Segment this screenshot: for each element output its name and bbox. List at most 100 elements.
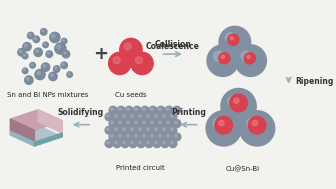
Circle shape <box>43 42 48 48</box>
Circle shape <box>141 133 149 141</box>
Circle shape <box>125 120 133 127</box>
Circle shape <box>23 53 28 59</box>
Circle shape <box>173 106 181 114</box>
Circle shape <box>123 115 125 117</box>
Circle shape <box>131 115 133 117</box>
Circle shape <box>139 141 141 144</box>
Circle shape <box>121 113 129 121</box>
Circle shape <box>57 45 60 49</box>
Circle shape <box>149 106 157 114</box>
Circle shape <box>153 126 161 134</box>
Circle shape <box>169 113 177 121</box>
Circle shape <box>129 113 137 121</box>
Text: Cu@Sn-Bi: Cu@Sn-Bi <box>225 166 259 172</box>
Circle shape <box>137 140 145 148</box>
Circle shape <box>213 51 223 61</box>
Circle shape <box>159 108 161 110</box>
Circle shape <box>125 106 133 114</box>
Circle shape <box>53 66 60 72</box>
Circle shape <box>146 128 149 130</box>
Circle shape <box>151 135 153 137</box>
Circle shape <box>247 118 258 129</box>
Circle shape <box>61 38 67 44</box>
Circle shape <box>46 51 52 57</box>
Circle shape <box>206 111 241 146</box>
Circle shape <box>127 135 129 137</box>
Circle shape <box>113 126 121 134</box>
Polygon shape <box>38 110 62 133</box>
Circle shape <box>109 133 117 141</box>
Circle shape <box>105 113 113 121</box>
Circle shape <box>31 64 33 65</box>
Circle shape <box>161 126 169 134</box>
Circle shape <box>117 120 125 127</box>
Circle shape <box>159 135 161 137</box>
Circle shape <box>143 121 145 124</box>
Circle shape <box>135 135 137 137</box>
Circle shape <box>35 69 45 80</box>
Circle shape <box>155 141 157 144</box>
Circle shape <box>25 44 27 47</box>
Text: Printing: Printing <box>171 108 206 117</box>
Circle shape <box>157 120 165 127</box>
Circle shape <box>163 128 165 130</box>
Circle shape <box>225 33 236 43</box>
Circle shape <box>62 63 64 65</box>
Circle shape <box>157 133 165 141</box>
Circle shape <box>141 120 149 127</box>
Circle shape <box>115 141 117 144</box>
Circle shape <box>139 128 141 130</box>
Circle shape <box>153 113 161 121</box>
Circle shape <box>143 108 145 110</box>
Text: Printed circuit: Printed circuit <box>116 166 165 171</box>
Circle shape <box>241 51 251 61</box>
Polygon shape <box>10 119 34 142</box>
Circle shape <box>111 108 113 110</box>
Circle shape <box>149 120 157 127</box>
Circle shape <box>26 78 29 80</box>
Circle shape <box>121 126 129 134</box>
Circle shape <box>137 126 145 134</box>
Circle shape <box>127 121 129 124</box>
Circle shape <box>19 50 22 52</box>
Circle shape <box>230 37 234 40</box>
Circle shape <box>173 120 181 127</box>
Circle shape <box>68 73 70 75</box>
Circle shape <box>23 68 28 74</box>
Circle shape <box>155 128 157 130</box>
Circle shape <box>219 26 251 58</box>
Text: Collision: Collision <box>154 40 191 49</box>
Polygon shape <box>10 125 62 146</box>
Circle shape <box>159 121 161 124</box>
Circle shape <box>55 67 57 69</box>
Circle shape <box>244 53 255 64</box>
Circle shape <box>133 133 141 141</box>
Circle shape <box>230 94 247 112</box>
Circle shape <box>117 133 125 141</box>
Circle shape <box>163 141 165 144</box>
Circle shape <box>62 40 64 41</box>
Text: Ripening: Ripening <box>295 77 334 86</box>
Circle shape <box>161 140 169 148</box>
Circle shape <box>107 128 109 130</box>
Circle shape <box>24 69 25 71</box>
Circle shape <box>145 113 153 121</box>
Circle shape <box>119 121 121 124</box>
Polygon shape <box>10 110 62 130</box>
Circle shape <box>146 141 149 144</box>
Circle shape <box>40 29 47 35</box>
Circle shape <box>50 32 60 43</box>
Circle shape <box>119 108 121 110</box>
Polygon shape <box>10 131 34 146</box>
Circle shape <box>135 57 142 64</box>
Circle shape <box>111 135 113 137</box>
Circle shape <box>248 116 266 134</box>
Circle shape <box>107 141 109 144</box>
Circle shape <box>24 54 25 56</box>
Circle shape <box>47 52 49 54</box>
Circle shape <box>151 108 153 110</box>
Circle shape <box>171 141 173 144</box>
Circle shape <box>221 88 256 124</box>
Circle shape <box>133 120 141 127</box>
Circle shape <box>228 34 239 45</box>
